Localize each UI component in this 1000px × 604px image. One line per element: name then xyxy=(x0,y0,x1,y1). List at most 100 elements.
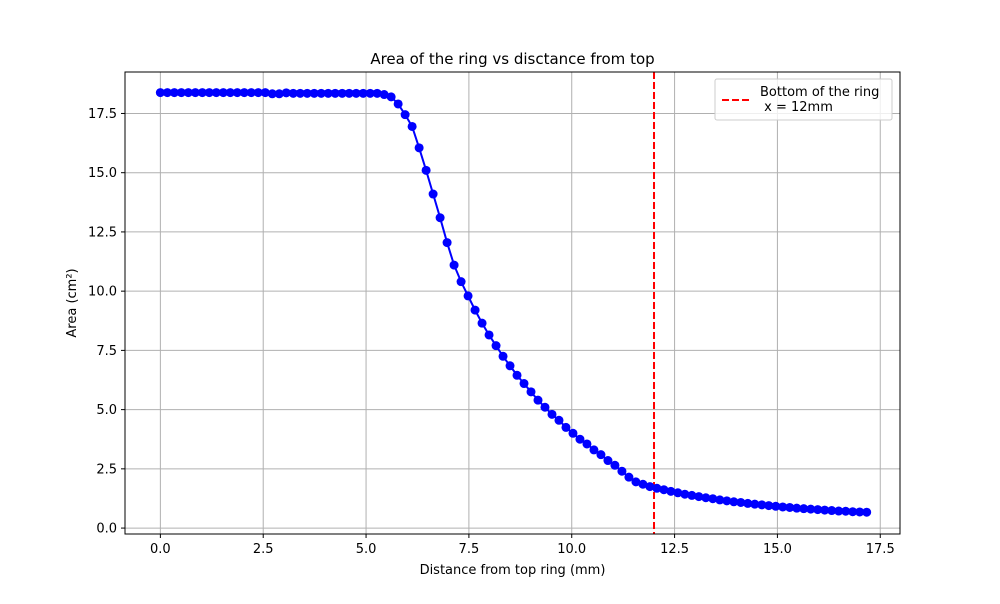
data-point xyxy=(722,496,732,506)
data-point xyxy=(631,477,641,487)
data-point xyxy=(288,88,298,98)
x-tick-label: 12.5 xyxy=(660,542,689,557)
data-point xyxy=(323,88,333,98)
data-point xyxy=(197,88,207,98)
x-tick-label: 15.0 xyxy=(763,542,792,557)
data-point xyxy=(862,507,872,517)
data-point xyxy=(204,88,214,98)
data-point xyxy=(400,110,410,120)
x-tick-label: 2.5 xyxy=(253,542,274,557)
data-point xyxy=(582,439,592,449)
x-axis-ticks: 0.0 2.5 5.0 7.5 10.0 12.5 15.0 17.5 xyxy=(150,534,895,557)
legend-box xyxy=(714,78,893,121)
data-point xyxy=(302,88,312,98)
data-point xyxy=(477,318,487,328)
data-point xyxy=(463,291,473,301)
data-point xyxy=(764,501,774,511)
y-axis-title: Area (cm²) xyxy=(65,268,80,337)
y-tick-label: 17.5 xyxy=(88,107,117,122)
data-point xyxy=(645,482,655,492)
data-point xyxy=(561,422,571,432)
data-point xyxy=(162,88,172,98)
data-point xyxy=(225,88,235,98)
data-point xyxy=(365,88,375,98)
data-point xyxy=(281,88,291,98)
data-point xyxy=(393,99,403,109)
data-point xyxy=(232,88,242,98)
x-tick-label: 7.5 xyxy=(459,542,480,557)
data-point xyxy=(694,492,704,502)
data-point xyxy=(757,500,767,510)
data-point xyxy=(806,504,816,514)
data-point xyxy=(785,502,795,512)
data-point xyxy=(834,506,844,516)
x-axis-title: Distance from top ring (mm) xyxy=(420,563,606,578)
x-tick-label: 10.0 xyxy=(557,542,586,557)
data-point xyxy=(428,189,438,199)
chart-title: Area of the ring vs disctance from top xyxy=(370,50,654,68)
data-point xyxy=(575,434,585,444)
data-point xyxy=(316,88,326,98)
data-point xyxy=(547,409,557,419)
data-point xyxy=(799,504,809,514)
data-point xyxy=(435,213,445,223)
data-point xyxy=(638,479,648,489)
data-point xyxy=(617,466,627,476)
data-point xyxy=(554,415,564,425)
y-tick-label: 0.0 xyxy=(96,522,117,537)
data-point xyxy=(512,370,522,380)
data-point xyxy=(330,88,340,98)
data-point xyxy=(827,506,837,516)
data-point xyxy=(267,89,277,99)
y-tick-label: 7.5 xyxy=(96,344,117,359)
data-point xyxy=(484,330,494,340)
data-point xyxy=(169,88,179,98)
data-point xyxy=(848,507,858,517)
data-point xyxy=(442,238,452,248)
data-point xyxy=(687,490,697,500)
data-point xyxy=(407,121,417,131)
data-point xyxy=(344,88,354,98)
data-point xyxy=(155,88,165,98)
data-point xyxy=(771,501,781,511)
legend-label: Bottom of the ring x = 12mm xyxy=(760,85,879,115)
data-point xyxy=(421,165,431,175)
data-point xyxy=(379,90,389,100)
data-point xyxy=(568,428,578,438)
y-tick-label: 15.0 xyxy=(88,166,117,181)
data-point xyxy=(414,143,424,153)
data-point xyxy=(729,497,739,507)
data-point xyxy=(736,497,746,507)
data-point xyxy=(610,460,620,470)
data-point xyxy=(260,88,270,98)
x-tick-label: 0.0 xyxy=(150,542,171,557)
data-point xyxy=(855,507,865,517)
legend-label-line: Bottom of the ring xyxy=(760,85,879,100)
data-point xyxy=(778,502,788,512)
data-point xyxy=(596,450,606,460)
y-tick-label: 10.0 xyxy=(88,285,117,300)
data-point xyxy=(820,505,830,515)
y-tick-label: 12.5 xyxy=(88,225,117,240)
grid xyxy=(125,72,900,534)
data-point xyxy=(743,498,753,508)
y-axis-ticks: 0.0 2.5 5.0 7.5 10.0 12.5 15.0 17.5 xyxy=(88,107,125,537)
data-point xyxy=(190,88,200,98)
data-point xyxy=(841,506,851,516)
data-point xyxy=(519,379,529,389)
data-point xyxy=(491,341,501,351)
data-point xyxy=(505,361,515,371)
data-point xyxy=(652,483,662,493)
data-point xyxy=(211,88,221,98)
data-point xyxy=(701,493,711,503)
data-point xyxy=(295,88,305,98)
data-point xyxy=(624,472,634,482)
data-point xyxy=(540,402,550,412)
data-point xyxy=(498,351,508,361)
data-point xyxy=(183,88,193,98)
data-point xyxy=(813,505,823,515)
y-tick-label: 2.5 xyxy=(96,462,117,477)
data-point xyxy=(351,88,361,98)
